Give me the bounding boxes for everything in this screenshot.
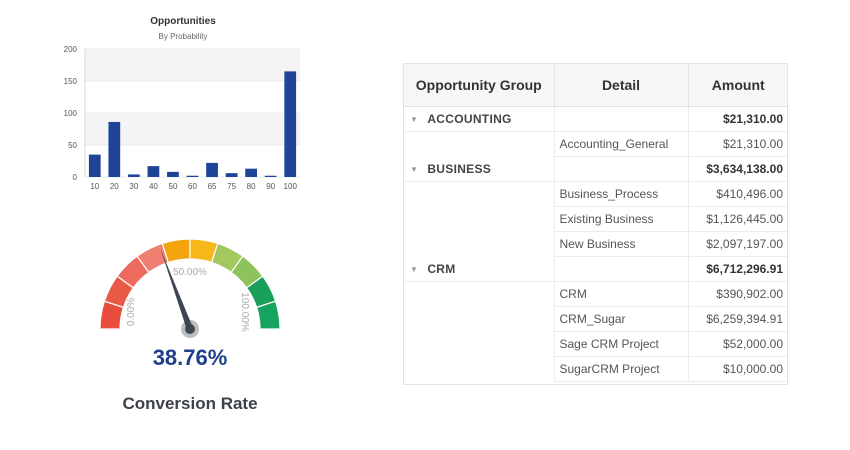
table-header-row: Opportunity Group Detail Amount — [404, 64, 787, 107]
table-row[interactable]: SugarCRM Project $10,000.00 — [404, 356, 787, 382]
x-tick-label: 30 — [129, 182, 138, 191]
column-header-amount[interactable]: Amount — [688, 64, 787, 107]
x-tick-label: 90 — [266, 182, 275, 191]
conversion-rate-gauge: 50.00% 0.00% 100.00% — [99, 238, 281, 338]
detail-cell: Business_Process — [554, 181, 689, 207]
chart-grid-band — [85, 113, 300, 145]
chart-bar[interactable] — [225, 173, 238, 177]
gauge-band — [255, 300, 281, 330]
detail-cell: Accounting_General — [554, 131, 689, 157]
x-tick-label: 80 — [247, 182, 256, 191]
column-header-opportunity-group[interactable]: Opportunity Group — [404, 64, 555, 107]
chart-grid-band — [85, 49, 300, 81]
amount-cell: $21,310.00 — [688, 131, 787, 157]
x-tick-label: 100 — [284, 182, 298, 191]
chart-bar[interactable] — [88, 154, 101, 177]
chart-bar[interactable] — [167, 171, 179, 177]
y-tick-label: 150 — [64, 77, 78, 86]
group-total: $6,712,296.91 — [688, 256, 787, 282]
table-row[interactable]: Accounting_General $21,310.00 — [404, 131, 787, 157]
y-tick-label: 100 — [64, 109, 78, 118]
x-tick-label: 75 — [227, 182, 236, 191]
x-tick-label: 10 — [90, 182, 99, 191]
detail-cell: SugarCRM Project — [554, 356, 689, 382]
gauge-needle — [160, 249, 194, 331]
collapse-caret-icon[interactable]: ▼ — [410, 165, 418, 175]
amount-cell: $52,000.00 — [688, 331, 787, 357]
collapse-caret-icon[interactable]: ▼ — [410, 115, 418, 125]
chart-title: Opportunities — [150, 16, 216, 27]
detail-cell: Sage CRM Project — [554, 331, 689, 357]
group-total: $21,310.00 — [688, 106, 787, 132]
x-tick-label: 20 — [110, 182, 119, 191]
gauge-mid-label: 50.00% — [173, 267, 207, 278]
group-row-accounting[interactable]: ▼ ACCOUNTING $21,310.00 — [404, 106, 787, 132]
column-header-detail[interactable]: Detail — [554, 64, 689, 107]
y-tick-label: 0 — [73, 173, 78, 182]
table-row[interactable]: New Business $2,097,197.00 — [404, 231, 787, 257]
gauge-min-label: 0.00% — [126, 298, 137, 326]
amount-cell: $6,259,394.91 — [688, 306, 787, 332]
gauge-title: Conversion Rate — [122, 394, 258, 413]
group-row-crm[interactable]: ▼ CRM $6,712,296.91 — [404, 256, 787, 282]
chart-bar[interactable] — [206, 162, 218, 177]
amount-cell: $410,496.00 — [688, 181, 787, 207]
chart-bar[interactable] — [245, 168, 257, 177]
table-row[interactable]: Business_Process $410,496.00 — [404, 181, 787, 207]
gauge-value: 38.76% — [152, 345, 228, 370]
amount-cell: $390,902.00 — [688, 281, 787, 307]
x-tick-label: 60 — [188, 182, 197, 191]
group-label: CRM — [427, 261, 456, 276]
amount-cell: $10,000.00 — [688, 356, 787, 382]
x-tick-label: 65 — [208, 182, 217, 191]
detail-cell: Existing Business — [554, 206, 689, 232]
table-row[interactable]: Sage CRM Project $52,000.00 — [404, 331, 787, 357]
table-row[interactable]: CRM_Sugar $6,259,394.91 — [404, 306, 787, 332]
amount-cell: $1,126,445.00 — [688, 206, 787, 232]
y-tick-label: 200 — [64, 45, 78, 54]
detail-cell: New Business — [554, 231, 689, 257]
detail-cell: CRM — [554, 281, 689, 307]
collapse-caret-icon[interactable]: ▼ — [410, 265, 418, 275]
gauge-needle-hub — [185, 324, 195, 334]
chart-subtitle: By Probability — [159, 32, 208, 41]
x-tick-label: 40 — [149, 182, 158, 191]
chart-bar[interactable] — [186, 175, 199, 177]
detail-cell: CRM_Sugar — [554, 306, 689, 332]
table-row[interactable]: Existing Business $1,126,445.00 — [404, 206, 787, 232]
x-tick-label: 50 — [169, 182, 178, 191]
chart-bar[interactable] — [284, 71, 297, 177]
group-label: BUSINESS — [427, 161, 492, 176]
group-total: $3,634,138.00 — [688, 156, 787, 182]
opportunities-bar-chart: Opportunities By Probability 0 50 100 150 20… — [64, 16, 300, 191]
chart-bar[interactable] — [264, 175, 277, 177]
group-row-business[interactable]: ▼ BUSINESS $3,634,138.00 — [404, 156, 787, 182]
opportunity-table: Opportunity Group Detail Amount ▼ ACCOUN… — [403, 63, 788, 385]
y-tick-label: 50 — [68, 141, 77, 150]
gauge-max-label: 100.00% — [239, 292, 250, 332]
group-label: ACCOUNTING — [427, 112, 512, 126]
chart-bar[interactable] — [147, 166, 160, 177]
chart-bar[interactable] — [108, 121, 121, 177]
chart-bar[interactable] — [128, 174, 140, 177]
table-row[interactable]: CRM $390,902.00 — [404, 281, 787, 307]
amount-cell: $2,097,197.00 — [688, 231, 787, 257]
